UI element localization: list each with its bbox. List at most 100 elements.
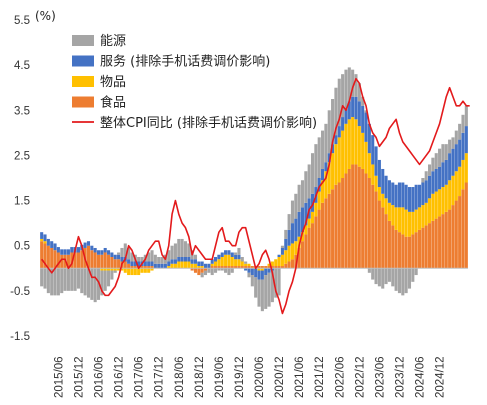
bar-segment [214, 257, 218, 262]
bar-segment [284, 238, 288, 251]
bar-segment [317, 209, 321, 269]
bar-segment [43, 243, 47, 269]
bar-segment [160, 257, 164, 264]
bar-segment [317, 137, 321, 178]
bar-segment [344, 108, 348, 124]
bar-segment [86, 245, 91, 269]
bar-segment [464, 153, 468, 183]
legend-label: 整体CPI同比 (排除手机话费调价影响) [100, 115, 317, 131]
bar-segment [247, 266, 251, 269]
bar-segment [237, 254, 241, 260]
bar-segment [277, 254, 281, 257]
bar-segment [367, 178, 371, 269]
bar-segment [96, 254, 101, 269]
bar-segment [327, 110, 331, 154]
bar-segment [244, 263, 248, 267]
x-tick-label: 2024/12 [435, 356, 447, 398]
bar-segment [428, 175, 432, 199]
bar-segment [103, 268, 107, 271]
legend-swatch [72, 35, 94, 46]
x-tick-label: 2021/12 [314, 356, 326, 398]
bar-segment [267, 266, 271, 269]
bar-segment [321, 202, 325, 269]
bar-segment [461, 114, 465, 133]
bar-segment [227, 266, 231, 269]
bar-segment [187, 257, 191, 262]
bar-segment [367, 268, 371, 273]
bar-segment [123, 243, 127, 257]
bar-segment [170, 259, 174, 264]
bar-segment [103, 252, 107, 269]
bar-segment [290, 223, 294, 244]
bar-segment [120, 268, 124, 271]
bar-segment [434, 191, 438, 219]
bar-segment [143, 261, 147, 267]
bar-segment [341, 178, 345, 269]
bar-segment [421, 205, 425, 228]
bar-segment [267, 263, 271, 267]
bar-segment [220, 252, 224, 257]
bar-segment [270, 270, 274, 303]
bar-segment [411, 234, 415, 269]
bar-segment [428, 164, 432, 176]
bar-segment [127, 263, 131, 269]
bar-segment [431, 193, 435, 221]
bar-segment [217, 254, 221, 260]
bar-segment [417, 184, 422, 208]
x-tick-label: 2019/12 [234, 356, 246, 398]
bar-segment [401, 268, 405, 296]
bar-segment [454, 200, 458, 269]
bar-segment [93, 252, 97, 269]
bar-segment [127, 268, 131, 276]
bar-segment [113, 254, 117, 260]
bar-segment [53, 268, 57, 296]
bar-segment [53, 250, 57, 269]
bar-segment [314, 216, 318, 269]
bar-segment [86, 241, 91, 246]
legend-swatch [72, 76, 94, 87]
bar-segment [354, 119, 358, 165]
bar-segment [83, 242, 87, 248]
bar-segment [357, 101, 361, 127]
bar-segment [397, 182, 401, 208]
cpi-line-path [41, 77, 470, 315]
bar-segment [150, 261, 154, 267]
bar-segment [354, 74, 358, 97]
bar-segment [438, 148, 442, 167]
bar-segment [331, 189, 335, 269]
bar-segment [287, 245, 291, 262]
bar-segment [173, 259, 177, 264]
bar-segment [411, 187, 415, 212]
bar-segment [294, 254, 298, 269]
bar-segment [417, 229, 422, 269]
bar-segment [327, 193, 331, 269]
bar-segment [387, 202, 391, 221]
bar-segment [394, 184, 398, 208]
bar-segment [193, 259, 198, 264]
bar-segment [331, 144, 335, 154]
bar-segment [107, 250, 111, 255]
bar-segment [207, 268, 211, 273]
bar-segment [147, 252, 151, 262]
bar-segment [347, 119, 351, 169]
bar-segment [371, 184, 375, 269]
bar-segment [384, 198, 388, 215]
bar-segment [147, 268, 151, 273]
bar-segment [381, 168, 385, 194]
bar-segment [321, 168, 325, 181]
bar-segment [317, 178, 321, 192]
bar-segment [404, 209, 408, 237]
x-tick-label: 2022/06 [334, 356, 346, 398]
bar-segment [240, 257, 244, 262]
bar-segment [347, 67, 351, 102]
bar-segment [120, 257, 124, 262]
bar-segment [407, 236, 412, 269]
bar-segment [461, 189, 465, 269]
bar-segment [310, 223, 315, 269]
bar-segment [444, 159, 448, 185]
bar-segment [130, 268, 134, 276]
bar-segment [407, 187, 412, 212]
bar-segment [317, 191, 321, 210]
bar-segment [371, 268, 375, 280]
legend-label: 食品 [100, 95, 126, 111]
